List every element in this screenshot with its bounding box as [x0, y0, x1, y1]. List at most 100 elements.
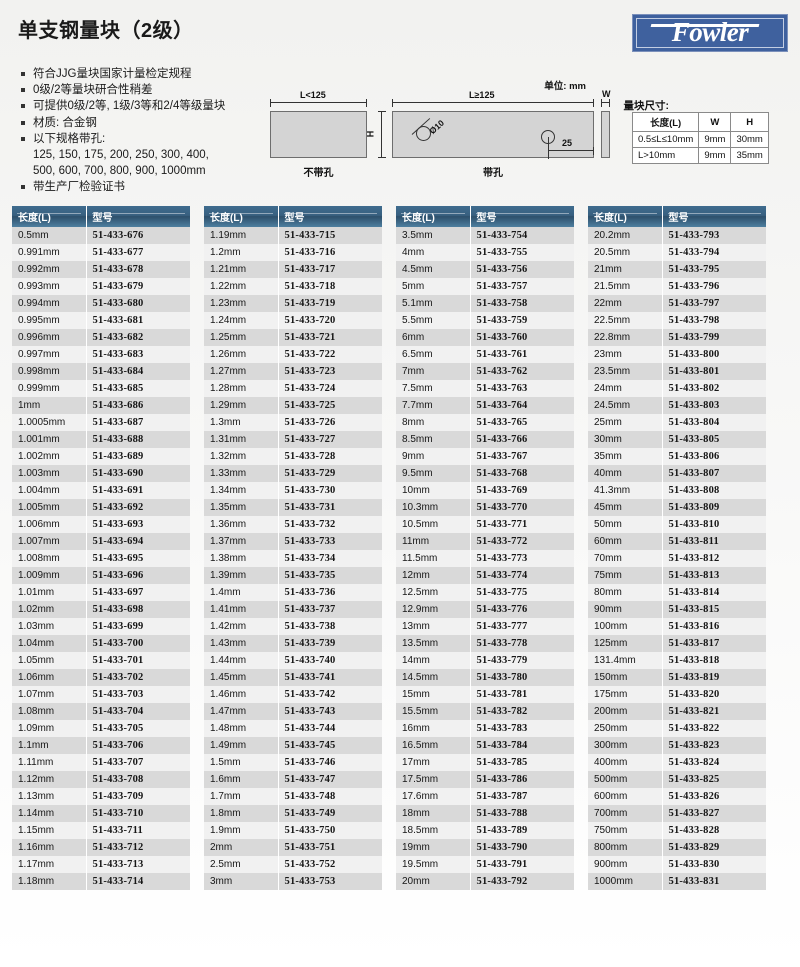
- table-row: 20mm 51-433-792: [396, 873, 574, 890]
- cell-model-number: 51-433-763: [470, 380, 574, 397]
- cell-model-number: 51-433-686: [86, 397, 190, 414]
- cell-model-number: 51-433-737: [278, 601, 382, 618]
- product-header-length: 长度(L): [12, 206, 87, 227]
- cell-length: 90mm: [588, 601, 663, 618]
- cell-model-number: 51-433-738: [278, 618, 382, 635]
- cell-model-number: 51-433-789: [470, 822, 574, 839]
- cell-model-number: 51-433-829: [662, 839, 766, 856]
- cell-model-number: 51-433-727: [278, 431, 382, 448]
- cell-length: 22.5mm: [588, 312, 663, 329]
- table-row: 700mm 51-433-827: [588, 805, 766, 822]
- table-row: 1.001mm 51-433-688: [12, 431, 190, 448]
- cell-length: 21mm: [588, 261, 663, 278]
- page-header: 单支钢量块（2级） Fowler 符合JJG量块国家计量检定规程 0级/2等量块…: [0, 0, 800, 196]
- table-row: 1.008mm 51-433-695: [12, 550, 190, 567]
- cell-length: 800mm: [588, 839, 663, 856]
- table-row: 22.8mm 51-433-799: [588, 329, 766, 346]
- cell-length: 900mm: [588, 856, 663, 873]
- cell-length: 1.05mm: [12, 652, 87, 669]
- table-row: 8mm 51-433-765: [396, 414, 574, 431]
- cell-model-number: 51-433-732: [278, 516, 382, 533]
- cell-length: 2.5mm: [204, 856, 279, 873]
- table-row: 7.5mm 51-433-763: [396, 380, 574, 397]
- cell-length: 7mm: [396, 363, 471, 380]
- cell-model-number: 51-433-749: [278, 805, 382, 822]
- dimension-label-hole-offset: 25: [562, 138, 573, 148]
- cell-length: 45mm: [588, 499, 663, 516]
- cell-model-number: 51-433-819: [662, 669, 766, 686]
- cell-model-number: 51-433-747: [278, 771, 382, 788]
- table-row: 800mm 51-433-829: [588, 839, 766, 856]
- cell-length: 20.2mm: [588, 227, 663, 244]
- cell-model-number: 51-433-757: [470, 278, 574, 295]
- cell-length: 6.5mm: [396, 346, 471, 363]
- cell-length: 1.42mm: [204, 618, 279, 635]
- table-row: 10mm 51-433-769: [396, 482, 574, 499]
- cell-length: 1.29mm: [204, 397, 279, 414]
- table-row: 6.5mm 51-433-761: [396, 346, 574, 363]
- table-row: 0.994mm 51-433-680: [12, 295, 190, 312]
- table-row: 1.46mm 51-433-742: [204, 686, 382, 703]
- cell-model-number: 51-433-811: [662, 533, 766, 550]
- table-row: 100mm 51-433-816: [588, 618, 766, 635]
- table-row: 22mm 51-433-797: [588, 295, 766, 312]
- table-row: 6mm 51-433-760: [396, 329, 574, 346]
- cell-model-number: 51-433-812: [662, 550, 766, 567]
- cell-length: 23mm: [588, 346, 663, 363]
- table-row: 4mm 51-433-755: [396, 244, 574, 261]
- dimension-header-h: H: [730, 112, 769, 132]
- table-row: 1.009mm 51-433-696: [12, 567, 190, 584]
- table-row: 1.27mm 51-433-723: [204, 363, 382, 380]
- table-row: 1.32mm 51-433-728: [204, 448, 382, 465]
- cell-model-number: 51-433-680: [86, 295, 190, 312]
- cell-length: 1.13mm: [12, 788, 87, 805]
- cell-length: 0.994mm: [12, 295, 87, 312]
- cell-model-number: 51-433-734: [278, 550, 382, 567]
- cell-model-number: 51-433-810: [662, 516, 766, 533]
- table-row: 9mm 51-433-767: [396, 448, 574, 465]
- table-row: 1.6mm 51-433-747: [204, 771, 382, 788]
- gauge-block-diagram: 单位: mm L<125 不带孔 L≥125 带孔 H Ø10 25: [262, 78, 612, 190]
- product-table-header-row: 长度(L) 型号: [204, 206, 382, 227]
- cell-length: 4mm: [396, 244, 471, 261]
- table-row: 80mm 51-433-814: [588, 584, 766, 601]
- cell-length: 1.3mm: [204, 414, 279, 431]
- cell-model-number: 51-433-731: [278, 499, 382, 516]
- table-row: 45mm 51-433-809: [588, 499, 766, 516]
- cell-length: 1.26mm: [204, 346, 279, 363]
- table-row: 19.5mm 51-433-791: [396, 856, 574, 873]
- dimension-label-large-length: L≥125: [469, 90, 495, 100]
- cell-length: 17mm: [396, 754, 471, 771]
- cell-length: 1.37mm: [204, 533, 279, 550]
- cell-length: 16.5mm: [396, 737, 471, 754]
- cell-model-number: 51-433-813: [662, 567, 766, 584]
- dimension-table-row: 0.5≤L≤10mm 9mm 30mm: [631, 131, 769, 148]
- cell-model-number: 51-433-722: [278, 346, 382, 363]
- cell-length: 14mm: [396, 652, 471, 669]
- table-row: 25mm 51-433-804: [588, 414, 766, 431]
- cell-length: 0.992mm: [12, 261, 87, 278]
- product-header-model: 型号: [86, 206, 190, 227]
- dimension-header-w: W: [698, 112, 732, 132]
- cell-length: 131.4mm: [588, 652, 663, 669]
- cell-model-number: 51-433-816: [662, 618, 766, 635]
- table-row: 1.5mm 51-433-746: [204, 754, 382, 771]
- cell-model-number: 51-433-729: [278, 465, 382, 482]
- table-row: 0.993mm 51-433-679: [12, 278, 190, 295]
- cell-length: 10mm: [396, 482, 471, 499]
- cell-length: 150mm: [588, 669, 663, 686]
- table-row: 13.5mm 51-433-778: [396, 635, 574, 652]
- table-row: 1.43mm 51-433-739: [204, 635, 382, 652]
- cell-model-number: 51-433-754: [470, 227, 574, 244]
- cell-model-number: 51-433-755: [470, 244, 574, 261]
- table-row: 41.3mm 51-433-808: [588, 482, 766, 499]
- cell-length: 17.6mm: [396, 788, 471, 805]
- cell-model-number: 51-433-704: [86, 703, 190, 720]
- logo-wordmark: Fowler: [671, 16, 749, 47]
- cell-length: 1.34mm: [204, 482, 279, 499]
- cell-model-number: 51-433-712: [86, 839, 190, 856]
- product-table-header-row: 长度(L) 型号: [588, 206, 766, 227]
- cell-length: 70mm: [588, 550, 663, 567]
- cell-length: 0.5mm: [12, 227, 87, 244]
